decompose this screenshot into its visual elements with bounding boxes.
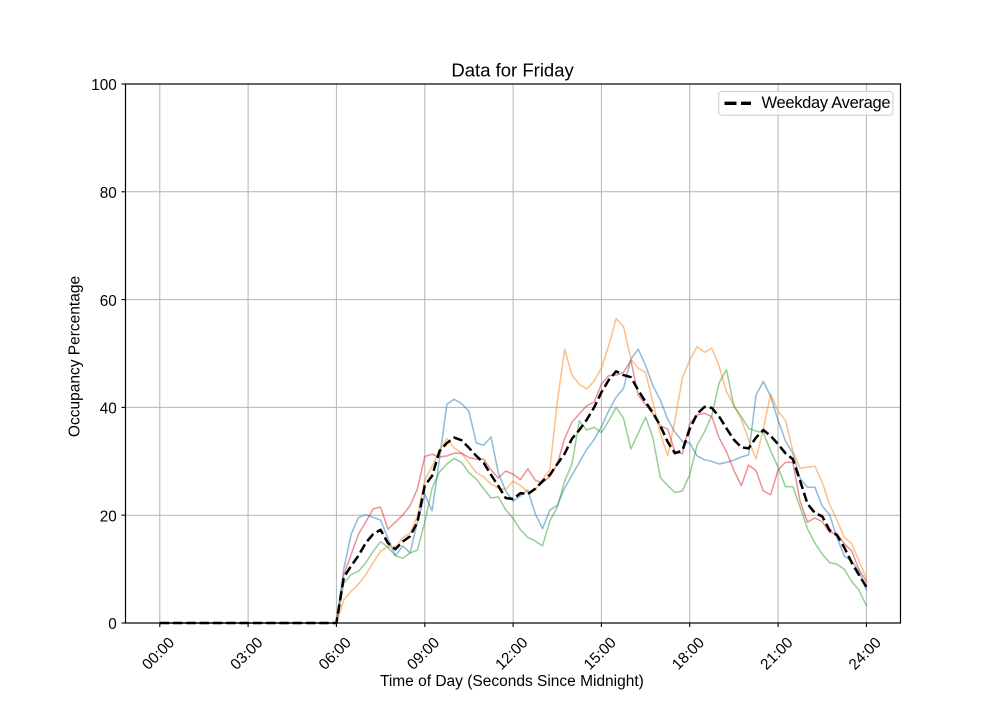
svg-text:100: 100 bbox=[91, 77, 117, 94]
svg-text:24:00: 24:00 bbox=[846, 634, 885, 673]
svg-text:15:00: 15:00 bbox=[581, 634, 620, 673]
svg-text:00:00: 00:00 bbox=[139, 634, 178, 673]
svg-text:Time of Day (Seconds Since Mid: Time of Day (Seconds Since Midnight) bbox=[380, 673, 644, 690]
svg-text:0: 0 bbox=[108, 616, 117, 633]
svg-text:60: 60 bbox=[100, 293, 117, 310]
svg-text:21:00: 21:00 bbox=[757, 634, 796, 673]
svg-text:12:00: 12:00 bbox=[492, 634, 531, 673]
svg-text:80: 80 bbox=[100, 185, 117, 202]
svg-text:20: 20 bbox=[100, 508, 117, 525]
svg-text:Data for Friday: Data for Friday bbox=[451, 60, 574, 81]
svg-text:Weekday Average: Weekday Average bbox=[762, 94, 891, 112]
svg-text:06:00: 06:00 bbox=[316, 634, 355, 673]
svg-text:03:00: 03:00 bbox=[227, 634, 266, 673]
svg-text:09:00: 09:00 bbox=[404, 634, 443, 673]
svg-text:40: 40 bbox=[100, 401, 117, 418]
svg-text:18:00: 18:00 bbox=[669, 634, 708, 673]
svg-text:Occupancy Percentage: Occupancy Percentage bbox=[67, 276, 84, 437]
